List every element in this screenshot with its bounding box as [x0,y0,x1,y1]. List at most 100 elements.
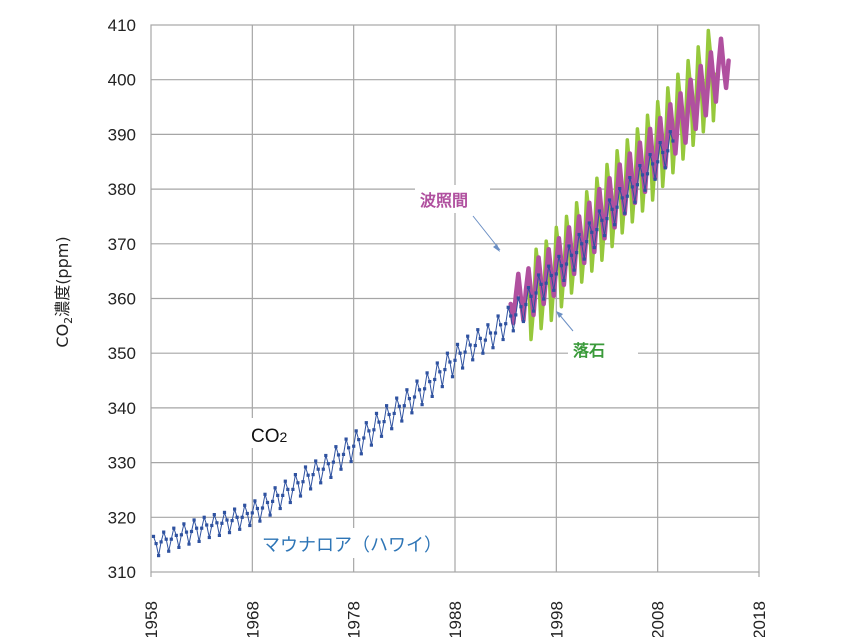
mauna-loa-point [288,500,292,505]
mauna-loa-point [258,519,262,523]
mauna-loa-point [633,200,637,204]
mauna-loa-point [405,388,409,392]
y-tick-label: 370 [108,235,136,254]
mauna-loa-point [671,139,675,143]
y-axis-label-main: CO [53,324,72,348]
y-tick-label: 310 [108,563,136,582]
x-tick-label: 1998 [547,601,566,637]
mauna-loa-point [182,522,186,526]
mauna-loa-point [233,507,237,511]
mauna-loa-point [329,475,333,479]
x-tick-label: 1968 [243,601,262,637]
y-tick-label: 410 [108,16,136,35]
mauna-loa-point [640,173,645,177]
mauna-loa-point [281,493,285,497]
mauna-loa-point [344,437,348,441]
mauna-loa-point [207,535,211,540]
mauna-loa-point [486,323,490,327]
mauna-loa-point [324,453,328,458]
mauna-loa-point [516,296,520,300]
series-layer [151,28,731,558]
mauna-loa-label-bg [258,528,448,558]
mauna-loa-point [301,480,305,484]
mauna-loa-point [331,460,335,464]
mauna-loa-point [359,452,363,456]
mauna-loa-point [496,314,500,318]
mauna-loa-point [220,521,224,525]
mauna-loa-point [311,473,315,477]
mauna-loa-point [471,358,475,362]
mauna-loa-point [395,396,399,400]
mauna-loa-point [602,234,607,238]
mauna-loa-point [534,291,538,295]
mauna-loa-point [200,526,204,530]
mauna-loa-point [382,420,386,424]
hateruma-annotation: 波照間 [420,191,468,210]
mauna-loa-point [605,217,609,221]
mauna-loa-point [493,331,498,335]
mauna-loa-point [511,329,515,333]
mauna-loa-point [620,196,624,200]
y-tick-label: 390 [108,125,136,144]
mauna-loa-point [364,421,368,425]
mauna-loa-point [542,297,546,301]
mauna-loa-point [455,342,460,346]
mauna-loa-point [227,531,232,535]
mauna-loa-point [526,286,531,290]
mauna-loa-point [372,428,376,432]
mauna-loa-point [552,288,556,292]
hateruma-label-bg [415,185,490,213]
mauna-loa-point [509,314,513,318]
mauna-loa-point [463,350,467,354]
mauna-loa-point [390,427,394,431]
mauna-loa-point [255,506,259,511]
mauna-loa-point [154,542,158,546]
mauna-loa-point [174,533,178,537]
mauna-loa-point [445,351,449,355]
mauna-loa-point [531,309,536,313]
mauna-loa-point [273,486,277,490]
mauna-loa-point [387,412,391,417]
mauna-loa-point [296,481,300,485]
x-tick-label: 1978 [345,601,364,637]
mauna-loa-point [501,337,505,342]
mauna-loa-point [481,351,485,355]
mauna-loa-point [379,434,384,438]
mauna-loa-point [537,273,541,277]
y-axis-ticks: 310 320 330 340 350 360 370 380 390 400 410 [108,16,136,582]
mauna-loa-point [623,211,627,215]
mauna-loa-point [569,253,574,257]
mauna-loa-line [153,131,674,556]
mauna-loa-point [291,487,295,491]
mauna-loa-point [580,242,584,246]
mauna-loa-point [293,473,297,477]
mauna-loa-point [167,549,171,553]
mauna-loa-point [352,444,356,448]
mauna-loa-point [187,542,191,546]
mauna-loa-point [412,395,417,399]
mauna-loa-point [630,185,634,189]
mauna-loa-point [597,209,601,213]
mauna-loa-point [435,361,439,365]
mauna-loa-point [192,518,196,522]
mauna-loa-point [521,319,525,324]
mauna-loa-point [506,305,510,309]
mauna-loa-point [600,218,604,222]
mauna-loa-point [397,404,401,408]
mauna-loa-point [164,537,168,541]
mauna-loa-point [369,443,373,447]
mauna-loa-point [215,521,219,525]
mauna-loa-point [278,506,282,511]
mauna-loa-point [478,336,482,340]
mauna-loa-point [438,370,442,374]
mauna-loa-point [430,394,434,398]
mauna-loa-point [461,366,465,370]
mauna-loa-point [539,282,543,286]
yonaguni-label-bg [568,336,638,364]
y-tick-label: 320 [108,508,136,527]
mauna-loa-point [349,459,353,464]
mauna-loa-point [314,459,318,463]
y-tick-label: 340 [108,399,136,418]
mauna-loa-point [618,187,622,191]
